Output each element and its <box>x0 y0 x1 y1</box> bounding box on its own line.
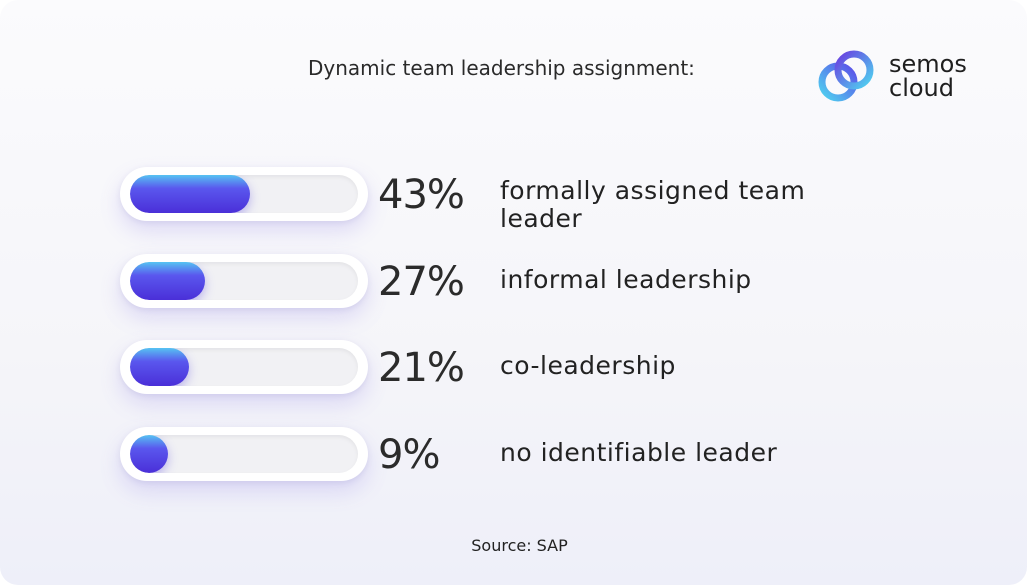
brand-line-1: semos <box>889 50 967 78</box>
bar-track-inner <box>130 435 358 473</box>
bar-track <box>120 427 368 481</box>
chart-title: Dynamic team leadership assignment: <box>308 56 695 80</box>
brand-line-2: cloud <box>889 74 954 102</box>
bar-category-label: informal leadership <box>500 265 752 294</box>
bar-value-label: 9% <box>378 432 440 478</box>
bar-row: 43% formally assigned team leader <box>0 167 1027 233</box>
brand-name: semos cloud <box>889 52 967 100</box>
bar-row: 27% informal leadership <box>0 254 1027 314</box>
bar-track <box>120 167 368 221</box>
bar-value-label: 27% <box>378 259 465 305</box>
bar-category-label: co-leadership <box>500 351 676 380</box>
bar-track-inner <box>130 262 358 300</box>
bar-fill <box>130 175 250 213</box>
bar-row: 9% no identifiable leader <box>0 427 1027 487</box>
bar-value-label: 21% <box>378 345 465 391</box>
bar-track <box>120 340 368 394</box>
semos-cloud-logo-icon <box>818 50 874 102</box>
bar-value-label: 43% <box>378 172 465 218</box>
bar-track-inner <box>130 175 358 213</box>
bar-track <box>120 254 368 308</box>
bar-fill <box>130 348 189 386</box>
bar-fill <box>130 262 206 300</box>
bar-category-label: no identifiable leader <box>500 438 778 467</box>
bar-fill <box>130 435 168 473</box>
source-note: Source: SAP <box>471 536 568 555</box>
bar-track-inner <box>130 348 358 386</box>
bar-category-label: formally assigned team leader <box>500 176 806 233</box>
bar-row: 21% co-leadership <box>0 340 1027 400</box>
